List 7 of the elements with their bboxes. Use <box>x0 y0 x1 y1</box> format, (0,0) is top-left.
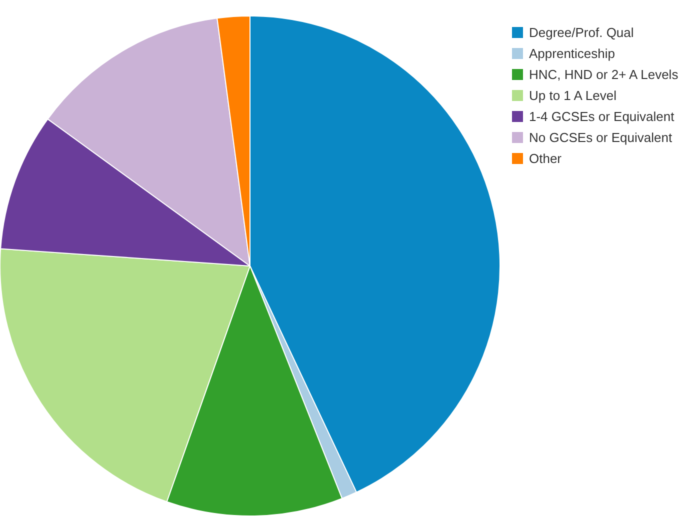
legend-label: Degree/Prof. Qual <box>529 25 634 40</box>
legend-label: Other <box>529 151 562 166</box>
legend-label: Apprenticeship <box>529 46 615 61</box>
legend-label: 1-4 GCSEs or Equivalent <box>529 109 675 124</box>
legend-label: No GCSEs or Equivalent <box>529 130 672 145</box>
legend-label: HNC, HND or 2+ A Levels <box>529 67 679 82</box>
legend-label: Up to 1 A Level <box>529 88 617 103</box>
